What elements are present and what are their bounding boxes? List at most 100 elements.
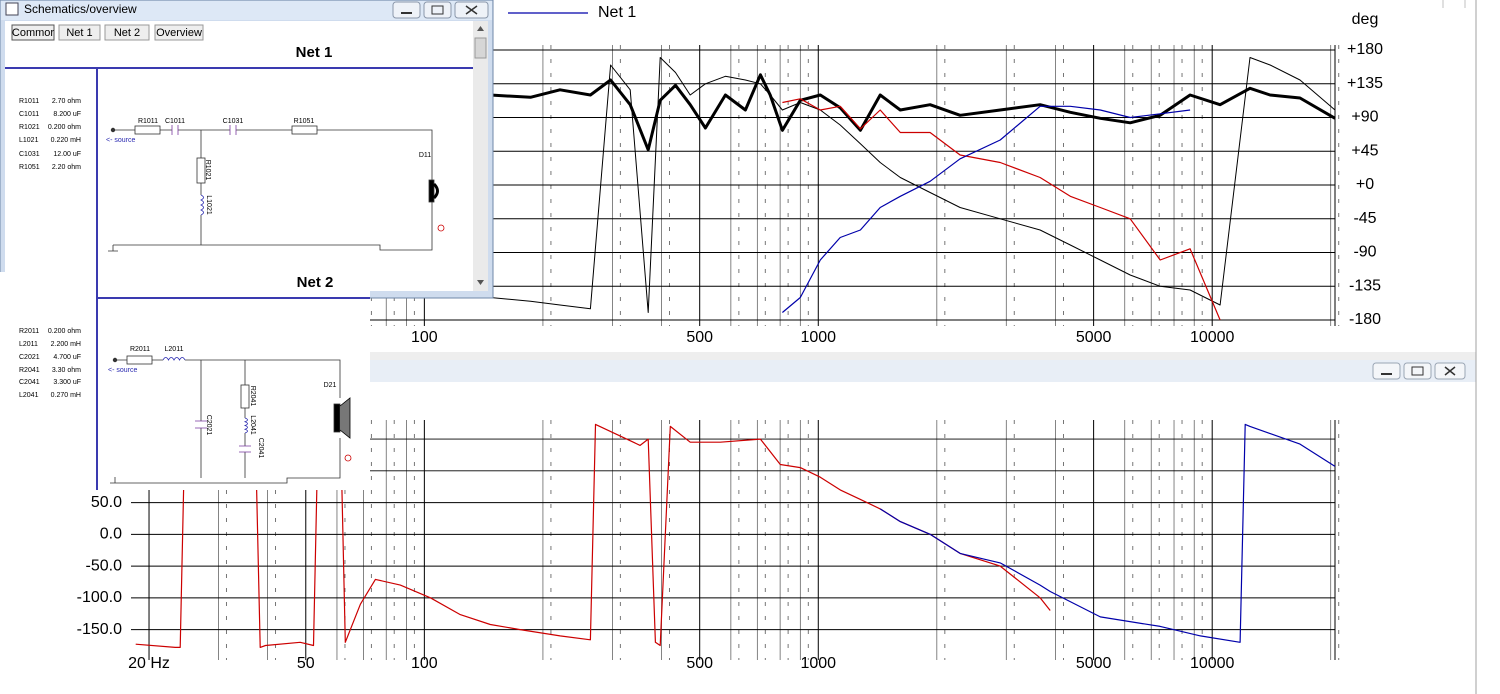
capacitor: [195, 420, 251, 453]
net2-background: [0, 272, 370, 490]
y-tick-label: 50.0: [91, 494, 122, 511]
capacitor: [171, 125, 237, 135]
component-name: R1051: [19, 164, 40, 171]
speaker: [333, 403, 341, 433]
component-name: L2011: [19, 341, 38, 348]
component-name: C2041: [19, 379, 40, 386]
driver-label: D21: [324, 382, 337, 389]
x-tick-label: 10000: [1190, 329, 1235, 346]
y-tick-label: +135: [1347, 75, 1383, 92]
component-label: R1051: [294, 118, 315, 125]
maximize-button[interactable]: [423, 1, 452, 19]
component-value: 0.200 ohm: [48, 124, 81, 131]
x-tick-label: 500: [686, 329, 713, 346]
legend-label: Net 1: [598, 4, 636, 21]
y-tick-label: -90: [1353, 244, 1376, 261]
component-value: 2.70 ohm: [52, 98, 81, 105]
divider: [5, 67, 473, 272]
inductor: [162, 357, 186, 361]
component-value: 4.700 uF: [53, 354, 81, 361]
tool-button[interactable]: [58, 24, 101, 41]
component-value: 0.220 mH: [51, 137, 81, 144]
component-label: R2041: [249, 386, 256, 407]
component-list: R1011 2.70 ohm C1011 8.200 uF R1021 0.20…: [19, 98, 81, 171]
tool-button-label: Net 1: [66, 27, 92, 39]
tool-button[interactable]: [104, 24, 150, 41]
series-line: [490, 73, 1336, 152]
component-name: R2011: [19, 328, 39, 335]
tool-button-label: Net 2: [114, 27, 140, 39]
y-tick-label: -50.0: [86, 557, 123, 574]
scroll-thumb[interactable]: [474, 37, 487, 59]
component-name: C1011: [19, 111, 39, 118]
resistor: [240, 384, 250, 409]
bottom-panel-titlebar: [370, 360, 1476, 382]
top-right-stub: [1442, 0, 1466, 8]
tool-button-label: Overview: [156, 27, 202, 39]
component-label: R1011: [138, 118, 158, 125]
component-label: C1031: [223, 118, 244, 125]
close-icon: [1444, 366, 1456, 376]
panel-gap: [370, 352, 1476, 360]
minimize-button[interactable]: [392, 1, 421, 19]
inductor: [200, 194, 204, 216]
component-name: R1021: [19, 124, 40, 131]
component-value: 0.270 mH: [51, 392, 81, 399]
component-name: C1031: [19, 151, 40, 158]
window-title: Schematics/overview: [24, 2, 137, 16]
x-tick-label: 100: [411, 655, 438, 672]
wire: [110, 359, 341, 484]
net-heading: Net 1: [296, 44, 333, 61]
series-line: [490, 57, 1336, 313]
bottom-panel-controls: [1372, 362, 1466, 380]
tool-button-label: Commor: [12, 27, 55, 39]
component-name: R2041: [19, 367, 40, 374]
component-label: L2041: [249, 415, 256, 435]
series-line: [135, 419, 1051, 648]
wire: [108, 129, 433, 252]
component-label: C2021: [205, 415, 212, 436]
resistor: [126, 355, 153, 365]
window-titlebar: [1, 1, 492, 20]
divider: [96, 272, 370, 490]
y-tick-label: +0: [1356, 176, 1374, 193]
y-tick-label: -150.0: [77, 621, 122, 638]
x-tick-label: 5000: [1076, 329, 1112, 346]
maximize-icon: [1411, 366, 1424, 376]
terminal: [110, 127, 116, 133]
polarity-mark: [344, 454, 352, 462]
x-tick-label: 500: [686, 655, 713, 672]
speaker: [428, 179, 435, 203]
x-tick-label: 10000: [1190, 655, 1235, 672]
y-tick-label: 0.0: [100, 526, 122, 543]
scroll-up[interactable]: [477, 26, 484, 31]
window-icon: [5, 2, 19, 16]
tool-button[interactable]: [154, 24, 204, 41]
y-tick-label: -180: [1349, 311, 1381, 328]
x-tick-label: 50: [297, 655, 315, 672]
resistor: [134, 125, 161, 135]
toolbar: Commor Net 1 Net 2 Overview: [11, 24, 204, 41]
component-value: 0.200 ohm: [48, 328, 81, 335]
series-line: [879, 423, 1336, 643]
component-label: L2011: [165, 346, 184, 353]
inductor: [243, 417, 248, 434]
scrollbar: [473, 21, 488, 291]
minimize-button[interactable]: [1372, 362, 1401, 380]
net2-area: Net 2 R2011 0.200 ohm L2011 2.200 mH C20…: [0, 272, 370, 490]
scroll-down[interactable]: [477, 280, 484, 285]
schematic-window: Schematics/overview Commor Net 1 Net 2 O…: [0, 0, 494, 299]
close-icon: [465, 5, 478, 15]
component-value: 3.300 uF: [53, 379, 81, 386]
resistor: [291, 125, 318, 135]
maximize-button[interactable]: [1403, 362, 1432, 380]
tool-button[interactable]: [11, 24, 55, 41]
y-axis-label: deg: [1352, 11, 1379, 28]
component-value: 12.00 uF: [53, 151, 81, 158]
y-tick-label: +45: [1351, 142, 1378, 159]
maximize-icon: [431, 5, 444, 15]
chart: 20 Hz 50 100 500 1000 5000 10000 50.0 0.0 -50.0 -1…: [77, 419, 1340, 672]
component-value: 2.20 ohm: [52, 164, 81, 171]
